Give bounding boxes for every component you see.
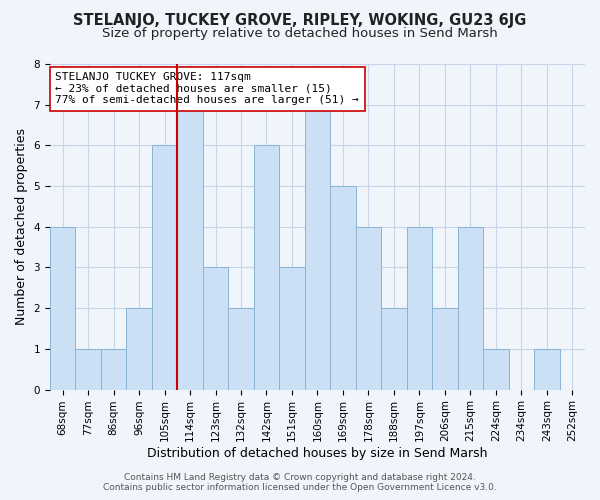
Bar [356, 227, 381, 390]
Bar [483, 349, 509, 390]
Bar [432, 308, 458, 390]
Bar [407, 227, 432, 390]
Bar [228, 308, 254, 390]
Bar [76, 349, 101, 390]
Bar [458, 227, 483, 390]
X-axis label: Distribution of detached houses by size in Send Marsh: Distribution of detached houses by size … [147, 447, 488, 460]
Bar [381, 308, 407, 390]
Bar [330, 186, 356, 390]
Bar [534, 349, 560, 390]
Text: Contains HM Land Registry data © Crown copyright and database right 2024.
Contai: Contains HM Land Registry data © Crown c… [103, 473, 497, 492]
Bar [254, 146, 279, 390]
Bar [178, 104, 203, 390]
Bar [203, 268, 228, 390]
Bar [50, 227, 76, 390]
Y-axis label: Number of detached properties: Number of detached properties [15, 128, 28, 326]
Text: STELANJO, TUCKEY GROVE, RIPLEY, WOKING, GU23 6JG: STELANJO, TUCKEY GROVE, RIPLEY, WOKING, … [73, 12, 527, 28]
Bar [305, 104, 330, 390]
Bar [279, 268, 305, 390]
Text: STELANJO TUCKEY GROVE: 117sqm
← 23% of detached houses are smaller (15)
77% of s: STELANJO TUCKEY GROVE: 117sqm ← 23% of d… [55, 72, 359, 106]
Bar [152, 146, 178, 390]
Bar [127, 308, 152, 390]
Text: Size of property relative to detached houses in Send Marsh: Size of property relative to detached ho… [102, 28, 498, 40]
Bar [101, 349, 127, 390]
